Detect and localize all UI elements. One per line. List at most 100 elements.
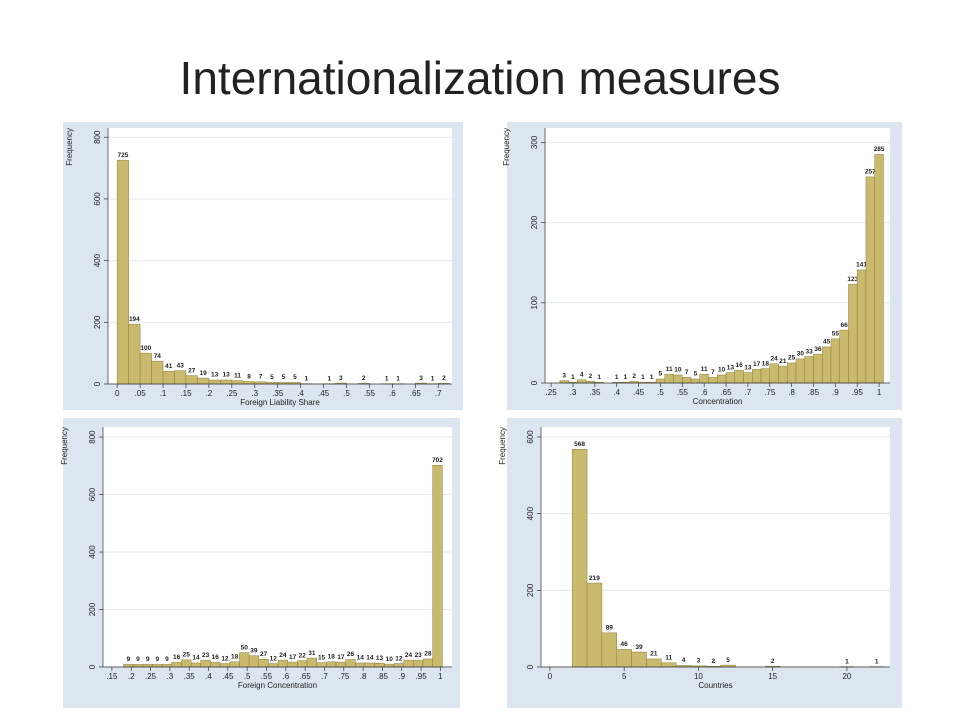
x-tick-label: .8 xyxy=(788,388,795,397)
bar-value-label: 100 xyxy=(140,345,151,352)
bar-value-label: 15 xyxy=(318,654,326,661)
x-tick-label: .45 xyxy=(318,389,330,398)
bar-value-label: 25 xyxy=(183,652,191,659)
bar xyxy=(422,658,433,668)
bar-value-label: 11 xyxy=(666,366,673,373)
bar xyxy=(174,370,187,385)
bar xyxy=(208,379,221,385)
bar-value-label: 13 xyxy=(376,655,384,662)
bar-value-label: 27 xyxy=(188,367,196,374)
bar xyxy=(231,380,244,385)
y-axis-label: Frequency xyxy=(498,427,507,465)
bar-value-label: 16 xyxy=(736,362,744,369)
bar-value-label: 123 xyxy=(847,276,858,283)
bar-value-label: 23 xyxy=(202,652,210,659)
x-axis-label: Countries xyxy=(698,681,732,690)
x-tick-label: .4 xyxy=(613,388,620,397)
x-tick-label: .25 xyxy=(226,389,238,398)
bar-value-label: 24 xyxy=(771,355,779,362)
bar xyxy=(769,363,779,384)
x-tick-label: .15 xyxy=(106,672,118,681)
bar-value-label: 3 xyxy=(562,372,566,379)
bar-value-label: 7 xyxy=(259,374,263,381)
bar xyxy=(287,661,298,668)
x-tick-label: .75 xyxy=(338,672,350,681)
bar-value-label: 1 xyxy=(650,374,654,381)
bar-value-label: 16 xyxy=(173,654,181,661)
y-tick-label: 400 xyxy=(526,506,535,520)
y-tick-label: 400 xyxy=(93,253,102,267)
x-tick-label: .7 xyxy=(435,389,442,398)
bar xyxy=(258,658,269,668)
bar xyxy=(874,154,884,384)
x-tick-label: 15 xyxy=(768,672,777,681)
bar xyxy=(268,663,279,668)
y-axis-label: Frequency xyxy=(65,128,74,166)
x-tick-label: .65 xyxy=(410,389,422,398)
bar xyxy=(220,379,233,385)
x-tick-label: .4 xyxy=(205,672,212,681)
y-tick-label: 400 xyxy=(88,545,97,559)
bar-value-label: 46 xyxy=(621,641,629,648)
bar xyxy=(248,655,260,668)
bar xyxy=(316,662,327,668)
x-tick-label: .25 xyxy=(546,388,558,397)
bar xyxy=(181,659,192,668)
bar-value-label: 3 xyxy=(339,375,343,382)
plot-area xyxy=(103,427,452,667)
bar-value-label: 43 xyxy=(177,362,185,369)
bar-value-label: 17 xyxy=(753,361,761,368)
bar-value-label: 1 xyxy=(327,375,331,382)
bar xyxy=(646,658,662,668)
bar-value-label: 1 xyxy=(597,374,601,381)
bar xyxy=(664,373,674,384)
bar-value-label: 2 xyxy=(632,373,636,380)
bar xyxy=(616,649,632,668)
bar-value-label: 10 xyxy=(718,367,726,374)
x-tick-label: 0 xyxy=(548,672,553,681)
bar-value-label: 18 xyxy=(231,654,239,661)
bar-value-label: 1 xyxy=(431,375,435,382)
bar-value-label: 1 xyxy=(396,375,400,382)
bar xyxy=(219,663,231,668)
bar xyxy=(813,353,823,384)
bar-value-label: 39 xyxy=(635,644,643,651)
bar xyxy=(661,662,677,668)
bar-value-label: 89 xyxy=(606,625,614,632)
x-tick-label: 1 xyxy=(877,388,882,397)
x-tick-label: .3 xyxy=(570,388,577,397)
bar xyxy=(210,662,221,668)
y-tick-label: 600 xyxy=(88,487,97,501)
bar-value-label: 17 xyxy=(337,654,345,661)
y-tick-label: 200 xyxy=(530,215,539,229)
y-tick-label: 0 xyxy=(526,664,535,669)
bar-value-label: 24 xyxy=(279,652,287,659)
bar xyxy=(297,660,308,668)
x-tick-label: 20 xyxy=(842,672,851,681)
bar xyxy=(725,372,736,384)
bar-value-label: 66 xyxy=(840,322,848,329)
x-tick-label: .85 xyxy=(808,388,820,397)
x-tick-label: .6 xyxy=(701,388,708,397)
bar-value-label: 141 xyxy=(856,262,867,269)
bar-value-label: 55 xyxy=(832,331,840,338)
x-tick-label: .85 xyxy=(377,672,389,681)
bar-value-label: 8 xyxy=(247,373,251,380)
bar-value-label: 16 xyxy=(212,654,220,661)
bar xyxy=(655,378,666,384)
bar xyxy=(306,657,317,668)
y-tick-label: 300 xyxy=(530,135,539,149)
bar-value-label: 9 xyxy=(155,656,159,663)
x-tick-label: .95 xyxy=(416,672,428,681)
x-tick-label: .25 xyxy=(145,672,157,681)
x-tick-label: 5 xyxy=(622,672,627,681)
bar-value-label: 14 xyxy=(192,655,200,662)
bar-value-label: 50 xyxy=(241,644,249,651)
y-axis-label: Frequency xyxy=(502,128,511,166)
bar-value-label: 1 xyxy=(571,374,575,381)
x-tick-label: .5 xyxy=(244,672,251,681)
bar-value-label: 11 xyxy=(234,372,241,379)
bar xyxy=(171,662,182,668)
bar-value-label: 74 xyxy=(154,353,162,360)
